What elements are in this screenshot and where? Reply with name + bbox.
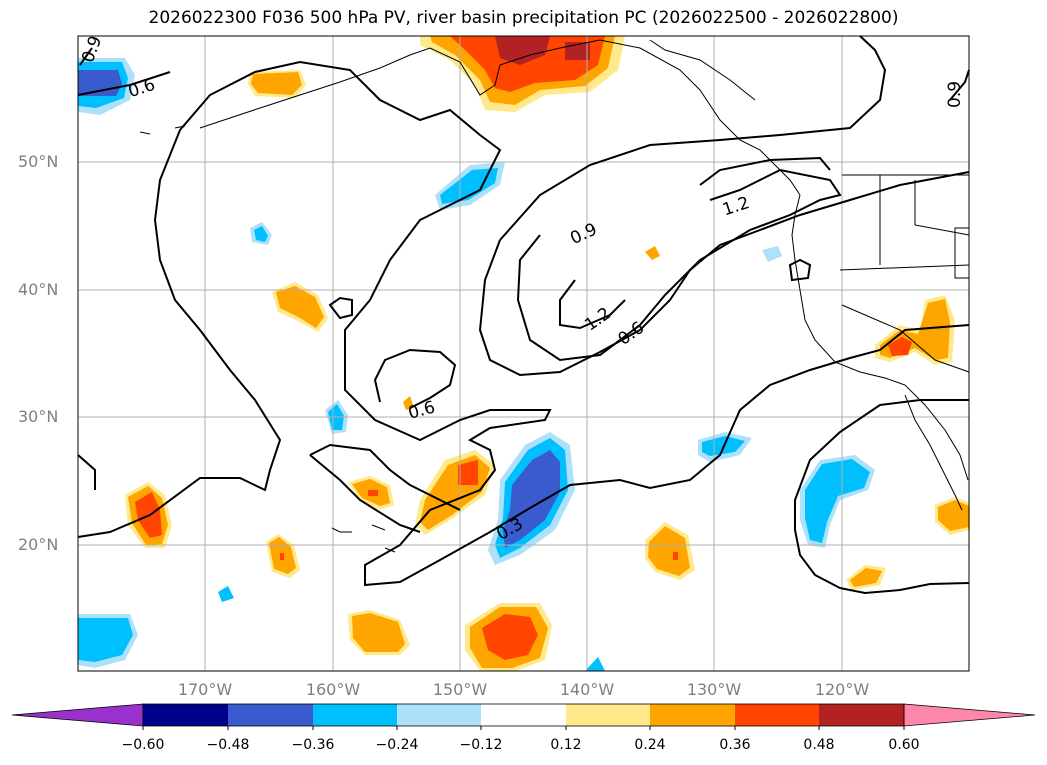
lon-label: 160°W [305, 680, 361, 699]
pv-contours [77, 35, 970, 595]
colorbar-cell [566, 704, 650, 726]
colorbar-cell [735, 704, 819, 726]
lon-label: 120°W [814, 680, 870, 699]
colorbar-extend-min [11, 703, 144, 727]
lon-label: 130°W [686, 680, 742, 699]
colorbar-cell [650, 704, 735, 726]
colorbar-tick-label: 0.12 [550, 737, 582, 753]
lon-label: 150°W [432, 680, 488, 699]
lon-label: 170°W [177, 680, 233, 699]
map-gridlines [78, 36, 969, 671]
colorbar-tick-label: −0.36 [291, 737, 335, 753]
colorbar-tick-label: −0.12 [459, 737, 503, 753]
colorbar-extend-max [903, 703, 1036, 727]
colorbar-tick-label: 0.48 [803, 737, 835, 753]
colorbar-cell [228, 704, 313, 726]
colorbar-tick-label: 0.60 [888, 737, 920, 753]
lat-label: 30°N [18, 407, 59, 426]
colorbar-tick-label: 0.24 [634, 737, 666, 753]
lat-label: 50°N [18, 152, 59, 171]
lat-label: 20°N [18, 535, 59, 554]
colorbar-tick-label: −0.24 [375, 737, 419, 753]
colorbar [11, 703, 1036, 730]
colorbar-cell [397, 704, 481, 726]
contour-label: 0.9 [945, 81, 965, 108]
colorbar-tick-label: 0.36 [719, 737, 751, 753]
colorbar-cell [143, 704, 228, 726]
colorbar-tick-label: −0.48 [206, 737, 250, 753]
colorbar-cell [819, 704, 904, 726]
lon-label: 140°W [559, 680, 615, 699]
map-title: 2026022300 F036 500 hPa PV, river basin … [148, 8, 899, 28]
colorbar-cell [313, 704, 397, 726]
colorbar-cell [481, 704, 566, 726]
map-panel: 0.9 0.6 1.2 0.9 1.2 0.6 0.6 0.3 0.9 [77, 33, 970, 672]
lat-label: 40°N [18, 280, 59, 299]
colorbar-tick-label: −0.60 [121, 737, 165, 753]
